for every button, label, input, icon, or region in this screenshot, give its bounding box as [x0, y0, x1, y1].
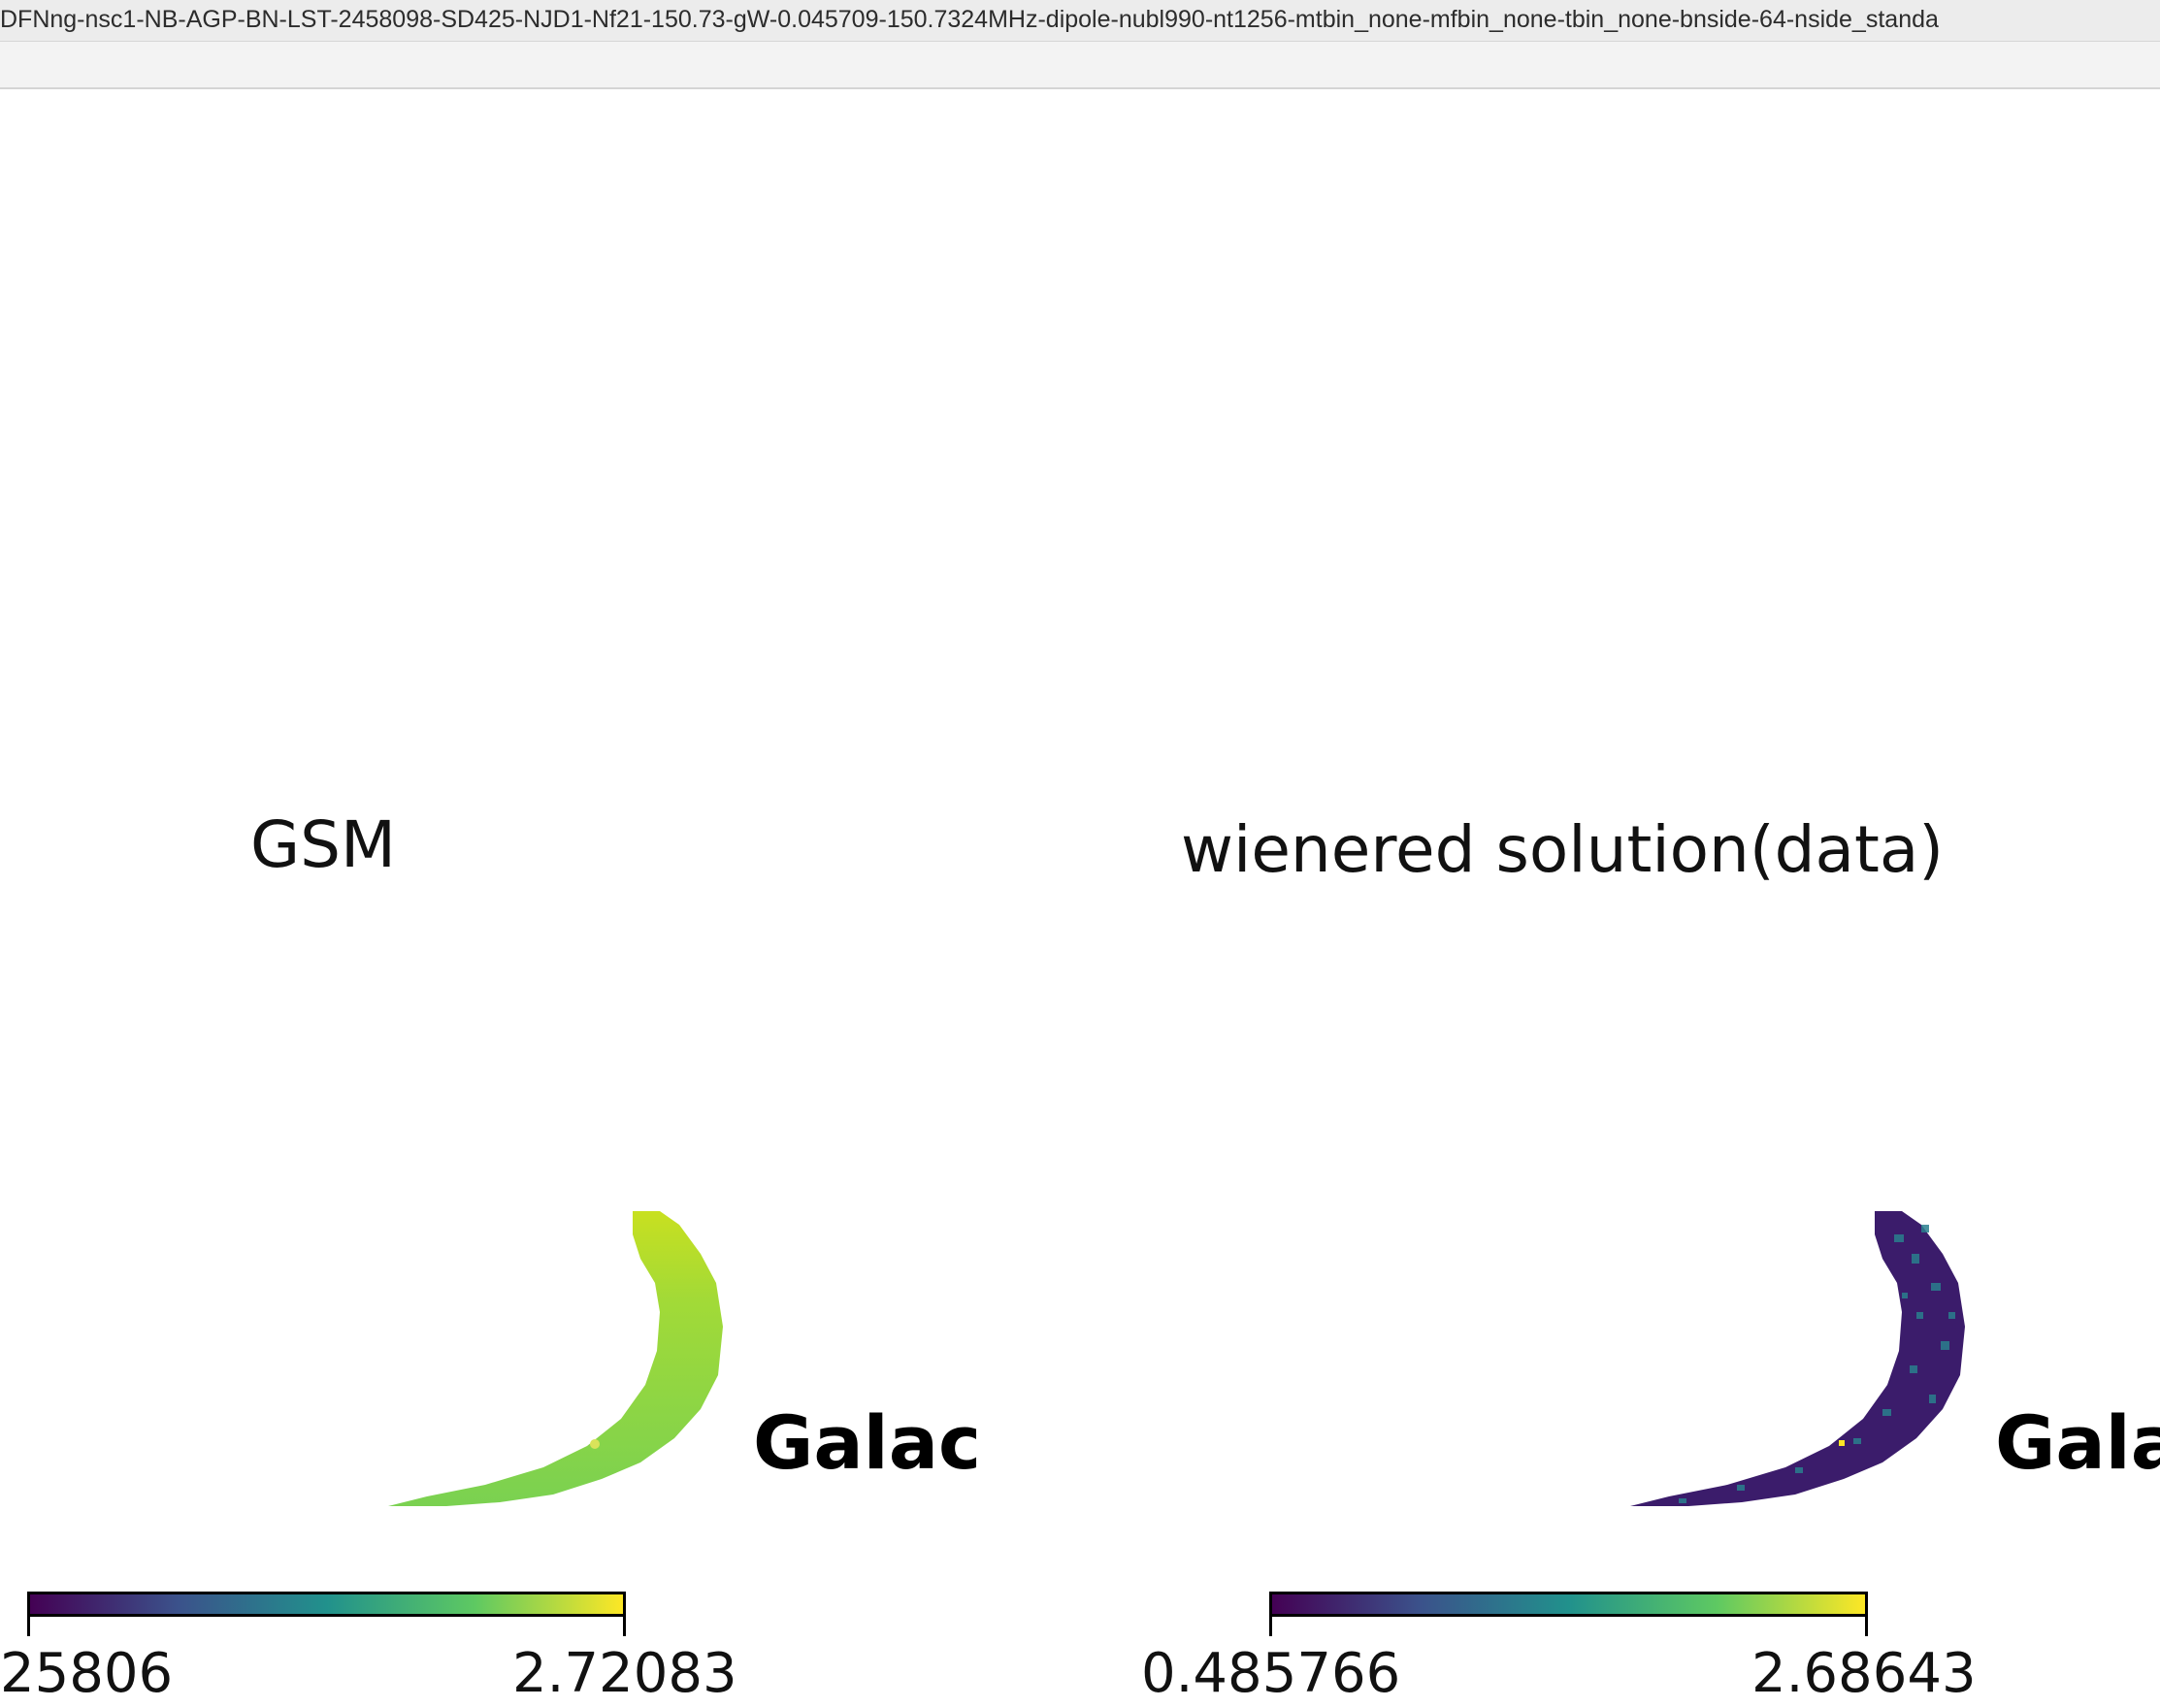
colorbar-gsm [27, 1592, 626, 1617]
colorbar-tick [623, 1617, 626, 1636]
panel-title: wienered solution(data) [1181, 812, 1945, 887]
window-title: DFNng-nsc1-NB-AGP-BN-LST-2458098-SD425-N… [0, 6, 1939, 33]
panel-title: GSM [250, 807, 396, 882]
coord-label: Gala [1995, 1399, 2160, 1486]
figure-canvas: GSM Galac 25806 2.72083 wienered solutio… [0, 89, 2160, 1708]
colorbar-max-label: 2.72083 [512, 1642, 737, 1705]
colorbar-min-label: 0.485766 [1141, 1642, 1401, 1705]
sky-region-wienered [1630, 1211, 1965, 1506]
colorbar-min-label: 25806 [0, 1642, 174, 1705]
colorbar-tick [1865, 1617, 1868, 1636]
toolbar [0, 42, 2160, 89]
colorbar-tick [27, 1617, 30, 1636]
coord-label: Galac [753, 1399, 976, 1486]
sky-region-gsm [388, 1211, 723, 1506]
panel-wienered-solution: wienered solution(data) [1067, 89, 2160, 1708]
colorbar-tick [1269, 1617, 1272, 1636]
colorbar-wienered [1269, 1592, 1868, 1617]
panel-gsm: GSM Galac 25806 2.72083 [0, 89, 1067, 1708]
colorbar-max-label: 2.68643 [1751, 1642, 1977, 1705]
sky-map-gsm [388, 1211, 723, 1506]
sky-map-wienered [1630, 1211, 1965, 1506]
window-titlebar: DFNng-nsc1-NB-AGP-BN-LST-2458098-SD425-N… [0, 0, 2160, 42]
